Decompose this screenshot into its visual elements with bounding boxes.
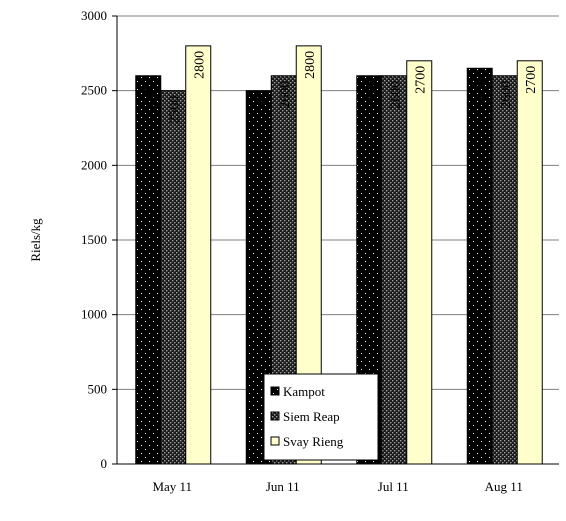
y-tick-label: 2000 xyxy=(81,157,107,172)
data-label: 2800 xyxy=(192,51,207,79)
bar-svay-rieng xyxy=(406,60,433,465)
bar-kampot xyxy=(466,67,493,465)
data-label: 2600 xyxy=(363,81,378,109)
data-label: 2700 xyxy=(413,66,428,94)
data-label: 2650 xyxy=(474,73,489,101)
bar-svay-rieng xyxy=(185,45,212,465)
data-label: 2800 xyxy=(303,51,318,79)
y-tick-label: 500 xyxy=(88,381,108,396)
y-axis-label: Riels/kg xyxy=(28,218,43,262)
x-tick-label: Aug 11 xyxy=(485,479,523,494)
data-label: 2600 xyxy=(142,81,157,109)
legend-swatch xyxy=(270,386,280,396)
y-tick-label: 2500 xyxy=(81,83,107,98)
data-labels: 2600 2500 2800 2500 2600 2800 2600 2600 2700 2650… xyxy=(142,51,539,124)
bars xyxy=(135,45,543,465)
bar-svay-rieng xyxy=(516,60,543,465)
x-tick-label: May 11 xyxy=(152,479,192,494)
bar-kampot xyxy=(135,75,162,465)
bar-siem-reap xyxy=(381,75,408,465)
data-label: 2600 xyxy=(278,81,293,109)
data-label: 2600 xyxy=(499,81,514,109)
legend-label: Svay Rieng xyxy=(283,434,344,449)
legend-swatch xyxy=(270,436,280,446)
axes: 0 500 1000 1500 2000 2500 3000 May 11 Jun 11 Jul … xyxy=(81,8,559,494)
bar-siem-reap xyxy=(491,75,518,465)
y-tick-label: 0 xyxy=(101,456,108,471)
data-label: 2600 xyxy=(388,81,403,109)
y-tick-label: 1000 xyxy=(81,307,107,322)
y-tick-label: 1500 xyxy=(81,232,107,247)
legend-swatch xyxy=(270,411,280,421)
legend-label: Siem Reap xyxy=(283,409,340,424)
bar-siem-reap xyxy=(160,90,187,465)
x-tick-label: Jul 11 xyxy=(378,479,409,494)
data-label: 2500 xyxy=(253,96,268,124)
legend-box xyxy=(263,373,379,461)
y-tick-label: 3000 xyxy=(81,8,107,23)
legend: Kampot Siem Reap Svay Rieng xyxy=(263,373,379,461)
data-label: 2500 xyxy=(167,96,182,124)
legend-label: Kampot xyxy=(283,384,325,399)
x-tick-label: Jun 11 xyxy=(266,479,300,494)
data-label: 2700 xyxy=(524,66,539,94)
